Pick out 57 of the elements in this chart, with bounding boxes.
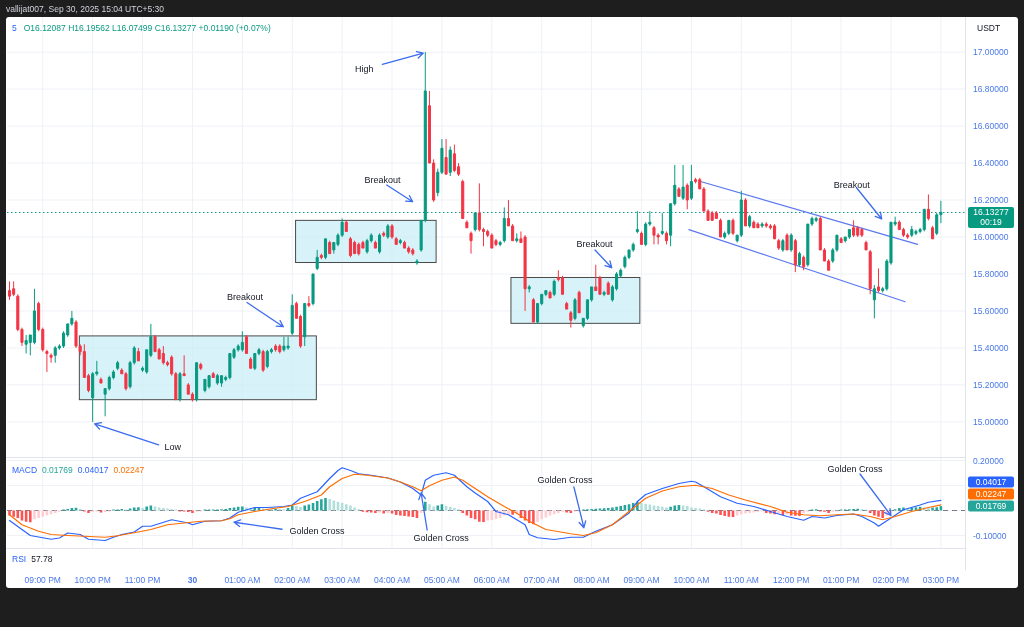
y-tick-label: 16.20000 xyxy=(973,195,1009,206)
x-tick-label: 05:00 AM xyxy=(423,575,460,585)
y-tick-label: 16.60000 xyxy=(973,121,1009,132)
text: 5 xyxy=(12,22,17,33)
y-tick-label: 16.40000 xyxy=(973,158,1009,169)
x-tick-label: 11:00 PM xyxy=(124,575,161,585)
ref-line-label: 16.13277 xyxy=(973,207,1009,218)
annotation: O16.12087 H16.19562 L16.07499 C16.13277 +0.01190 (+0.07%) xyxy=(23,22,271,33)
x-tick-label: 09:00 PM xyxy=(24,575,61,585)
text: MACD xyxy=(12,464,38,475)
x-tick-label: 08:00 AM xyxy=(573,575,610,585)
x-tick-label: 04:00 AM xyxy=(374,575,410,585)
annotation: Breakout xyxy=(364,175,402,185)
y-axis-title: USDT xyxy=(977,22,1001,33)
x-tick-label: 07:00 AM xyxy=(523,575,560,585)
text: 0.02247 xyxy=(975,489,1007,500)
annotation: High xyxy=(355,63,374,74)
y-tick-label: 15.00000 xyxy=(973,416,1009,427)
x-tick-label: 30 xyxy=(187,575,198,585)
annotation: Golden Cross xyxy=(289,525,346,536)
annotation: Low xyxy=(164,442,182,453)
chart-title: vallijat007, Sep 30, 2025 15:04 UTC+5:30 xyxy=(6,4,165,14)
annotation: 0.04017 xyxy=(77,464,109,475)
y-tick-label: 16.00000 xyxy=(973,232,1009,242)
x-tick-label: 06:00 AM xyxy=(473,575,510,585)
annotation: 0.01769 xyxy=(42,464,74,475)
y-tick-label: 15.40000 xyxy=(973,342,1009,353)
y-tick-label: -0.10000 xyxy=(973,530,1007,541)
y-tick-label: 17.00000 xyxy=(973,47,1009,58)
text: 57.78 xyxy=(31,554,53,564)
x-tick-label: 03:00 AM xyxy=(324,575,361,585)
text: 0.01769 xyxy=(975,501,1007,512)
text: 00:19 xyxy=(980,217,1002,228)
x-tick-label: 01:00 PM xyxy=(822,575,860,585)
y-tick-label: 15.60000 xyxy=(973,305,1009,316)
x-tick-label: 12:00 PM xyxy=(773,575,810,585)
x-tick-label: 02:00 AM xyxy=(274,575,311,585)
text: RSI xyxy=(12,554,27,564)
x-tick-label: 02:00 PM xyxy=(872,575,910,585)
annotation: Golden Cross xyxy=(537,475,593,485)
annotation: Breakout xyxy=(576,238,614,249)
text: 0.04017 xyxy=(975,477,1007,488)
y-tick-label: 15.80000 xyxy=(973,268,1009,279)
x-tick-label: 10:00 PM xyxy=(74,575,111,585)
y-tick-label: 15.20000 xyxy=(973,379,1009,390)
y-tick-label: 0.20000 xyxy=(973,455,1004,466)
annotation: 0.02247 xyxy=(113,464,145,475)
x-tick-label: 01:00 AM xyxy=(224,575,261,585)
x-tick-label: 10:00 AM xyxy=(673,575,710,585)
x-tick-label: 11:00 AM xyxy=(723,575,759,585)
annotation: Golden Cross xyxy=(413,533,470,543)
x-tick-label: 09:00 AM xyxy=(623,575,660,585)
annotation: Golden Cross xyxy=(827,464,883,474)
annotation: Breakout xyxy=(833,180,871,190)
x-tick-label: 03:00 PM xyxy=(922,575,960,585)
annotation: Breakout xyxy=(226,291,264,302)
y-tick-label: 16.80000 xyxy=(973,84,1009,95)
